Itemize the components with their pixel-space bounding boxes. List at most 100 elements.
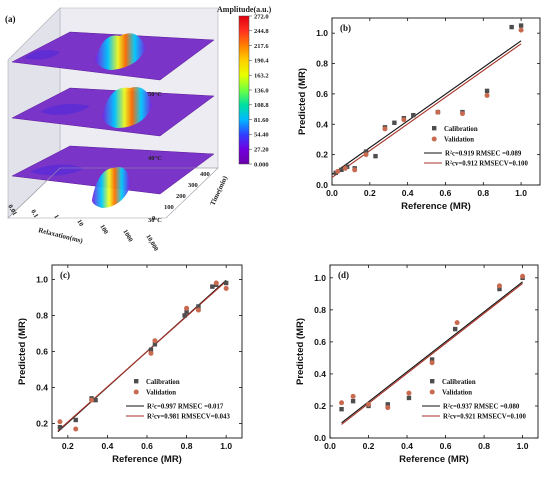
- time-axis-label: Time(min): [209, 174, 230, 207]
- y-axis-label: Predicted (MR): [295, 318, 306, 385]
- time-tick-label: 0: [152, 215, 155, 222]
- panel-label: (d): [338, 270, 349, 280]
- calibration-point: [152, 342, 158, 347]
- legend-marker-calibration: [430, 379, 435, 384]
- validation-point: [366, 401, 372, 407]
- y-tick-label: 0.0: [314, 433, 326, 443]
- panel-label: (b): [340, 23, 351, 33]
- colorbar-tick-label: 244.8: [254, 28, 269, 35]
- y-tick-label: 0.2: [316, 150, 328, 160]
- validation-point: [382, 126, 388, 132]
- layer-label-30c: 30°C: [148, 217, 162, 224]
- validation-point: [496, 283, 502, 289]
- x-tick-label: 0.4: [401, 441, 413, 451]
- calibration-point: [518, 23, 524, 28]
- legend-label-validation: Validation: [442, 390, 472, 397]
- relaxation-tick-label: 10,000: [144, 234, 159, 253]
- calibration-fit-line: [341, 281, 523, 424]
- calibration-point: [73, 417, 78, 423]
- floor: [7, 167, 219, 219]
- time-tick-label: 100: [164, 204, 174, 211]
- calibration-point: [392, 120, 397, 125]
- legend-marker-validation: [133, 389, 139, 395]
- calibration-point: [210, 284, 215, 289]
- validation-point: [195, 307, 201, 313]
- y-tick-label: 0.8: [314, 305, 326, 315]
- validation-point: [148, 350, 154, 356]
- calibration-point: [184, 309, 189, 315]
- validation-point: [213, 280, 219, 286]
- colorbar-tick-label: 190.4: [254, 58, 269, 65]
- validation-point: [454, 320, 460, 326]
- validation-fit-line: [331, 43, 522, 178]
- x-tick-label: 0.8: [477, 188, 489, 198]
- validation-point: [401, 117, 407, 123]
- colorbar-tick-label: 54.40: [254, 132, 269, 139]
- calibration-point: [373, 153, 378, 159]
- y-tick-label: 1.0: [316, 28, 328, 38]
- calibration-point: [509, 24, 514, 30]
- y-tick-label: 0.0: [316, 180, 328, 190]
- validation-point: [152, 338, 158, 344]
- legend-label-validation: Validation: [146, 390, 176, 397]
- calibration-point: [223, 280, 229, 286]
- colorbar-tick-label: 0.000: [254, 161, 269, 168]
- validation-point: [223, 285, 229, 291]
- calibration-point: [148, 347, 154, 352]
- x-tick-label: 0.6: [141, 441, 153, 451]
- relaxation-tick-label: 100: [98, 224, 109, 236]
- calibration-point: [411, 112, 416, 118]
- x-tick-label: 0.4: [102, 441, 114, 451]
- relaxation-tick-label: 0.1: [29, 209, 39, 220]
- x-tick-label: 0.6: [440, 441, 452, 451]
- x-tick-label: 0.8: [181, 441, 193, 451]
- colorbar-tick-label: 81.60: [254, 117, 269, 124]
- calibration-point: [452, 326, 458, 332]
- validation-point: [435, 109, 441, 115]
- x-tick-label: 0.8: [478, 441, 490, 451]
- layer-40c: [11, 86, 215, 137]
- legend-label-calibration-fit: R²c=0.919 RMSEC =0.089: [445, 151, 522, 158]
- calibration-point: [484, 88, 490, 94]
- calibration-point: [339, 167, 344, 173]
- validation-point: [339, 400, 345, 406]
- legend-label-calibration-fit: R²c=0.937 RMSEC =0.080: [443, 404, 520, 411]
- relaxation-tick-label: 1: [52, 214, 60, 220]
- y-tick-label: 0.6: [316, 89, 328, 99]
- validation-point: [73, 426, 79, 432]
- y-tick-label: 0.6: [314, 337, 326, 347]
- y-tick-label: 0.4: [314, 369, 326, 379]
- x-axis-label: Reference (MR): [112, 454, 182, 465]
- legend-label-validation-fit: R²cv=0.912 RMSECV=0.100: [445, 161, 528, 168]
- colorbar-tick-label: 163.2: [254, 73, 269, 80]
- relaxation-tick-label: 10: [75, 219, 84, 228]
- calibration-point: [57, 424, 63, 430]
- calibration-point: [182, 313, 187, 318]
- validation-point: [57, 419, 63, 425]
- y-tick-label: 0.6: [36, 347, 48, 357]
- relaxation-axis-ticks: 0.01 0.1 1 10 100 1000 10,000: [6, 204, 159, 253]
- colorbar-tick-label: 136.0: [254, 87, 269, 94]
- panel-b: 0.0 0.2 0.4 0.6 0.8 1.0 0.0 0.2 0.4 0.6 0.8 1.0 Refe…: [297, 17, 541, 212]
- x-tick-label: 0.2: [62, 441, 74, 451]
- x-tick-label: 1.0: [517, 441, 529, 451]
- calibration-fit-line: [331, 40, 522, 175]
- validation-point: [89, 397, 95, 403]
- x-tick-label: 0.4: [402, 188, 414, 198]
- time-tick-label: 400: [200, 171, 210, 178]
- plot-frame: [329, 264, 539, 439]
- legend-label-calibration: Calibration: [444, 126, 478, 133]
- x-tick-label: 0.2: [363, 441, 375, 451]
- panel-c: 0.2 0.4 0.6 0.8 1.0 0.2 0.4 0.6 0.8 1.0 Reference …: [17, 264, 243, 465]
- validation-point: [406, 390, 412, 396]
- legend-marker-validation: [429, 389, 435, 395]
- calibration-point: [196, 304, 201, 309]
- layer-50c: [11, 31, 215, 81]
- validation-point: [518, 27, 524, 33]
- x-tick-label: 1.0: [515, 188, 527, 198]
- x-axis-label: Reference (MR): [401, 201, 471, 212]
- validation-point: [385, 405, 391, 411]
- relaxation-tick-label: 0.01: [6, 204, 18, 217]
- legend-label-calibration: Calibration: [146, 379, 180, 386]
